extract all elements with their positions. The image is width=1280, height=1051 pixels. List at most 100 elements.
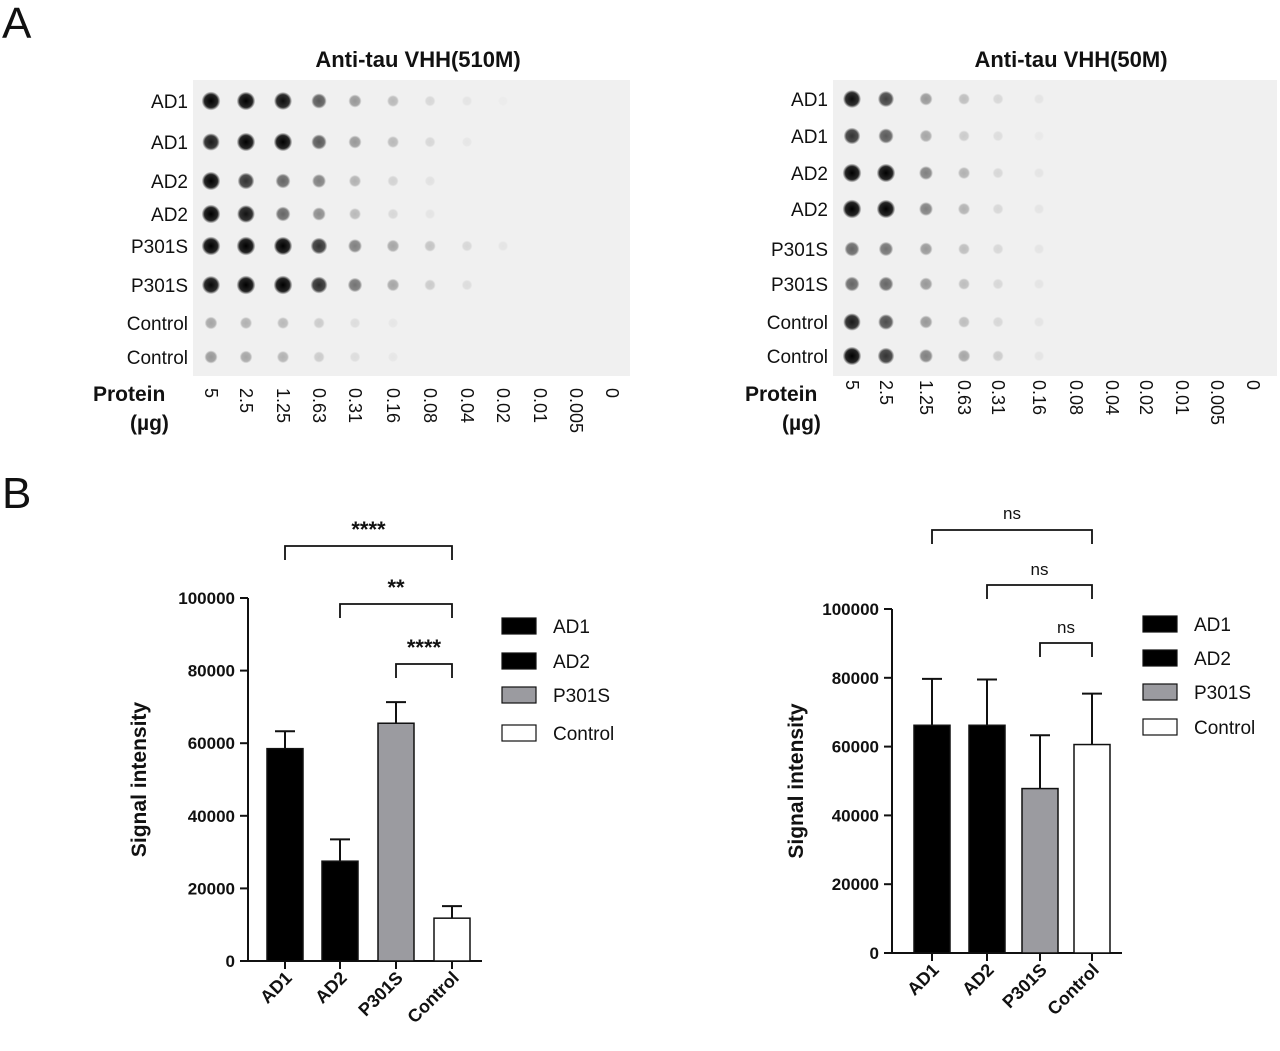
y-tick-label: 60000	[832, 738, 879, 757]
blot-spot	[387, 317, 399, 329]
bar	[1021, 787, 1059, 954]
blot-spot	[387, 208, 399, 220]
blot-spot	[958, 93, 970, 105]
blot-spot	[919, 315, 933, 329]
blot-spot	[992, 278, 1004, 290]
dot-blot-1: Anti-tau VHH(510M) AD1 AD1 AD2 AD2 P301S P301S…	[93, 47, 630, 435]
y-tick-label: 80000	[832, 669, 879, 688]
blot-spot	[387, 175, 399, 187]
blot-row-label: AD2	[791, 200, 828, 221]
blot-spot	[424, 240, 436, 252]
blot-row-label: Control	[767, 313, 828, 334]
protein-unit-label: (µg)	[130, 412, 169, 435]
blot-spot	[348, 135, 362, 149]
concentration-label: 0.63	[309, 388, 329, 423]
bar	[1073, 743, 1111, 954]
concentration-label: 0.04	[1102, 380, 1122, 415]
blot-spot	[992, 243, 1004, 255]
concentration-label: 0.01	[530, 388, 550, 423]
blot-spot	[992, 316, 1004, 328]
concentration-label: 0.63	[954, 380, 974, 415]
blot-row-label: P301S	[771, 275, 828, 296]
blot-spot	[878, 314, 894, 330]
blot-spot	[1033, 350, 1045, 362]
concentration-label: 5	[201, 388, 221, 398]
blot-spot	[461, 95, 473, 107]
blot-spot	[424, 208, 436, 220]
blot-spot	[387, 95, 399, 107]
concentration-label: 0.08	[1066, 380, 1086, 415]
y-tick-label: 60000	[188, 734, 235, 753]
blot-spot	[1033, 316, 1045, 328]
blot-row-label: AD1	[791, 90, 828, 111]
blot-spot	[992, 203, 1004, 215]
blot-spot	[876, 199, 896, 219]
significance-bracket	[284, 545, 453, 560]
significance-label: ns	[1003, 504, 1021, 523]
y-tick-label: 20000	[832, 875, 879, 894]
y-tick-label: 40000	[832, 806, 879, 825]
concentration-label: 0.16	[1029, 380, 1049, 415]
blot-spot	[461, 136, 473, 148]
y-tick-label: 0	[226, 952, 235, 971]
blot-spot	[844, 276, 860, 292]
blot-spot	[313, 317, 325, 329]
concentration-label: 0.16	[383, 388, 403, 423]
blot-spot	[201, 171, 221, 191]
blot-spot	[1033, 203, 1045, 215]
significance-label: ns	[1031, 560, 1049, 579]
concentration-label: 0.04	[457, 388, 477, 423]
blot-spot	[1033, 167, 1045, 179]
legend-label: Control	[553, 724, 614, 745]
blot-spot	[958, 130, 970, 142]
blot-spot	[347, 277, 363, 293]
blot-spot	[204, 350, 218, 364]
blot-spot	[919, 277, 933, 291]
blot-title: Anti-tau VHH(50M)	[974, 47, 1167, 72]
blot-spot	[878, 128, 894, 144]
blot-spot	[1033, 93, 1045, 105]
blot-spot	[461, 279, 473, 291]
concentration-label: 0	[602, 388, 622, 398]
significance-bracket	[395, 663, 453, 678]
blot-spot	[424, 136, 436, 148]
concentration-label: 0.005	[1207, 380, 1227, 425]
blot-spot	[497, 240, 509, 252]
legend-label: AD1	[1194, 615, 1231, 636]
blot-spot	[424, 95, 436, 107]
blot-spot	[273, 132, 293, 152]
blot-membrane	[193, 80, 630, 376]
blot-spot	[239, 350, 253, 364]
concentration-label: 2.5	[876, 380, 896, 405]
blot-spot	[348, 174, 362, 188]
blot-spot	[878, 241, 894, 257]
blot-spot	[387, 136, 399, 148]
blot-spot	[237, 172, 255, 190]
blot-spot	[202, 133, 220, 151]
blot-spot	[201, 91, 221, 111]
blot-spot	[313, 351, 325, 363]
blot-spot	[919, 242, 933, 256]
significance-label: **	[387, 575, 405, 600]
blot-spot	[311, 173, 327, 189]
bar	[266, 747, 304, 962]
blot-spot	[311, 134, 327, 150]
y-tick-label: 40000	[188, 807, 235, 826]
legend-swatch	[501, 724, 537, 742]
blot-spot	[843, 127, 861, 145]
blot-spot	[992, 167, 1004, 179]
significance-label: ns	[1057, 618, 1075, 637]
y-axis-label: Signal intensity	[785, 703, 808, 859]
concentration-label: 0.005	[566, 388, 586, 433]
concentration-label: 0.08	[420, 388, 440, 423]
blot-spot	[918, 348, 934, 364]
bar	[913, 724, 951, 954]
blot-spot	[877, 90, 895, 108]
blot-spot	[236, 132, 256, 152]
x-category-label: AD1	[256, 968, 296, 1008]
legend-label: AD2	[553, 652, 590, 673]
blot-spot	[204, 316, 218, 330]
y-tick-label: 20000	[188, 879, 235, 898]
concentration-label: 0.01	[1172, 380, 1192, 415]
